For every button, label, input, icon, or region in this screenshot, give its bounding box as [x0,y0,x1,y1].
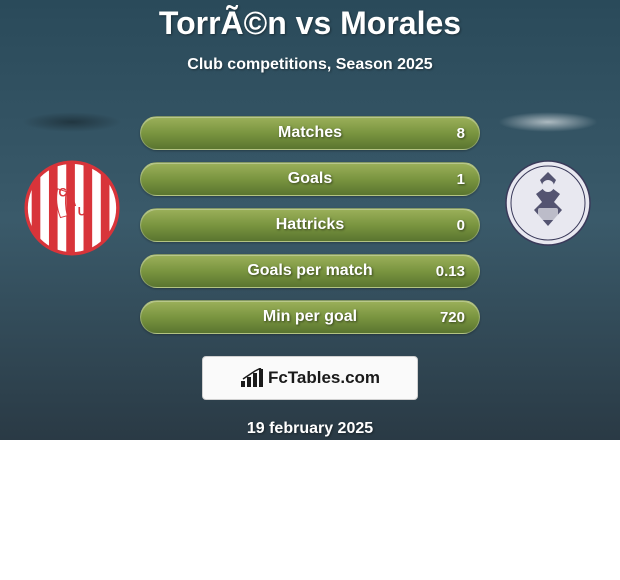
comparison-section: C A U Matches 8 Goals 1 Hattricks 0 [0,112,620,334]
left-team-logo: C A U [24,160,120,256]
page-title: TorrÃ©n vs Morales [0,5,620,42]
stat-right-value: 1 [457,171,465,188]
stat-row: Goals 1 [140,162,480,196]
svg-text:A: A [68,197,77,209]
stat-row: Goals per match 0.13 [140,254,480,288]
right-team-logo [498,160,598,246]
stat-right-value: 0.13 [436,263,465,280]
shadow-ellipse-right [498,112,598,132]
brand-text: FcTables.com [268,368,380,388]
stats-list: Matches 8 Goals 1 Hattricks 0 Goals per … [140,116,480,334]
stat-right-value: 720 [440,309,465,326]
stat-row: Min per goal 720 [140,300,480,334]
date-text: 19 february 2025 [0,420,620,438]
svg-text:U: U [78,207,86,219]
brand-badge[interactable]: FcTables.com [202,356,418,400]
stat-label: Hattricks [141,216,479,234]
stat-right-value: 8 [457,125,465,142]
shadow-ellipse-left [22,112,122,132]
stat-row: Hattricks 0 [140,208,480,242]
right-column [498,112,598,246]
svg-text:C: C [59,187,67,199]
stat-label: Goals per match [141,262,479,280]
subtitle: Club competitions, Season 2025 [0,56,620,74]
chart-icon [240,368,264,388]
left-column: C A U [22,112,122,256]
stat-row: Matches 8 [140,116,480,150]
stat-label: Min per goal [141,308,479,326]
stat-right-value: 0 [457,217,465,234]
stat-label: Goals [141,170,479,188]
stat-label: Matches [141,124,479,142]
